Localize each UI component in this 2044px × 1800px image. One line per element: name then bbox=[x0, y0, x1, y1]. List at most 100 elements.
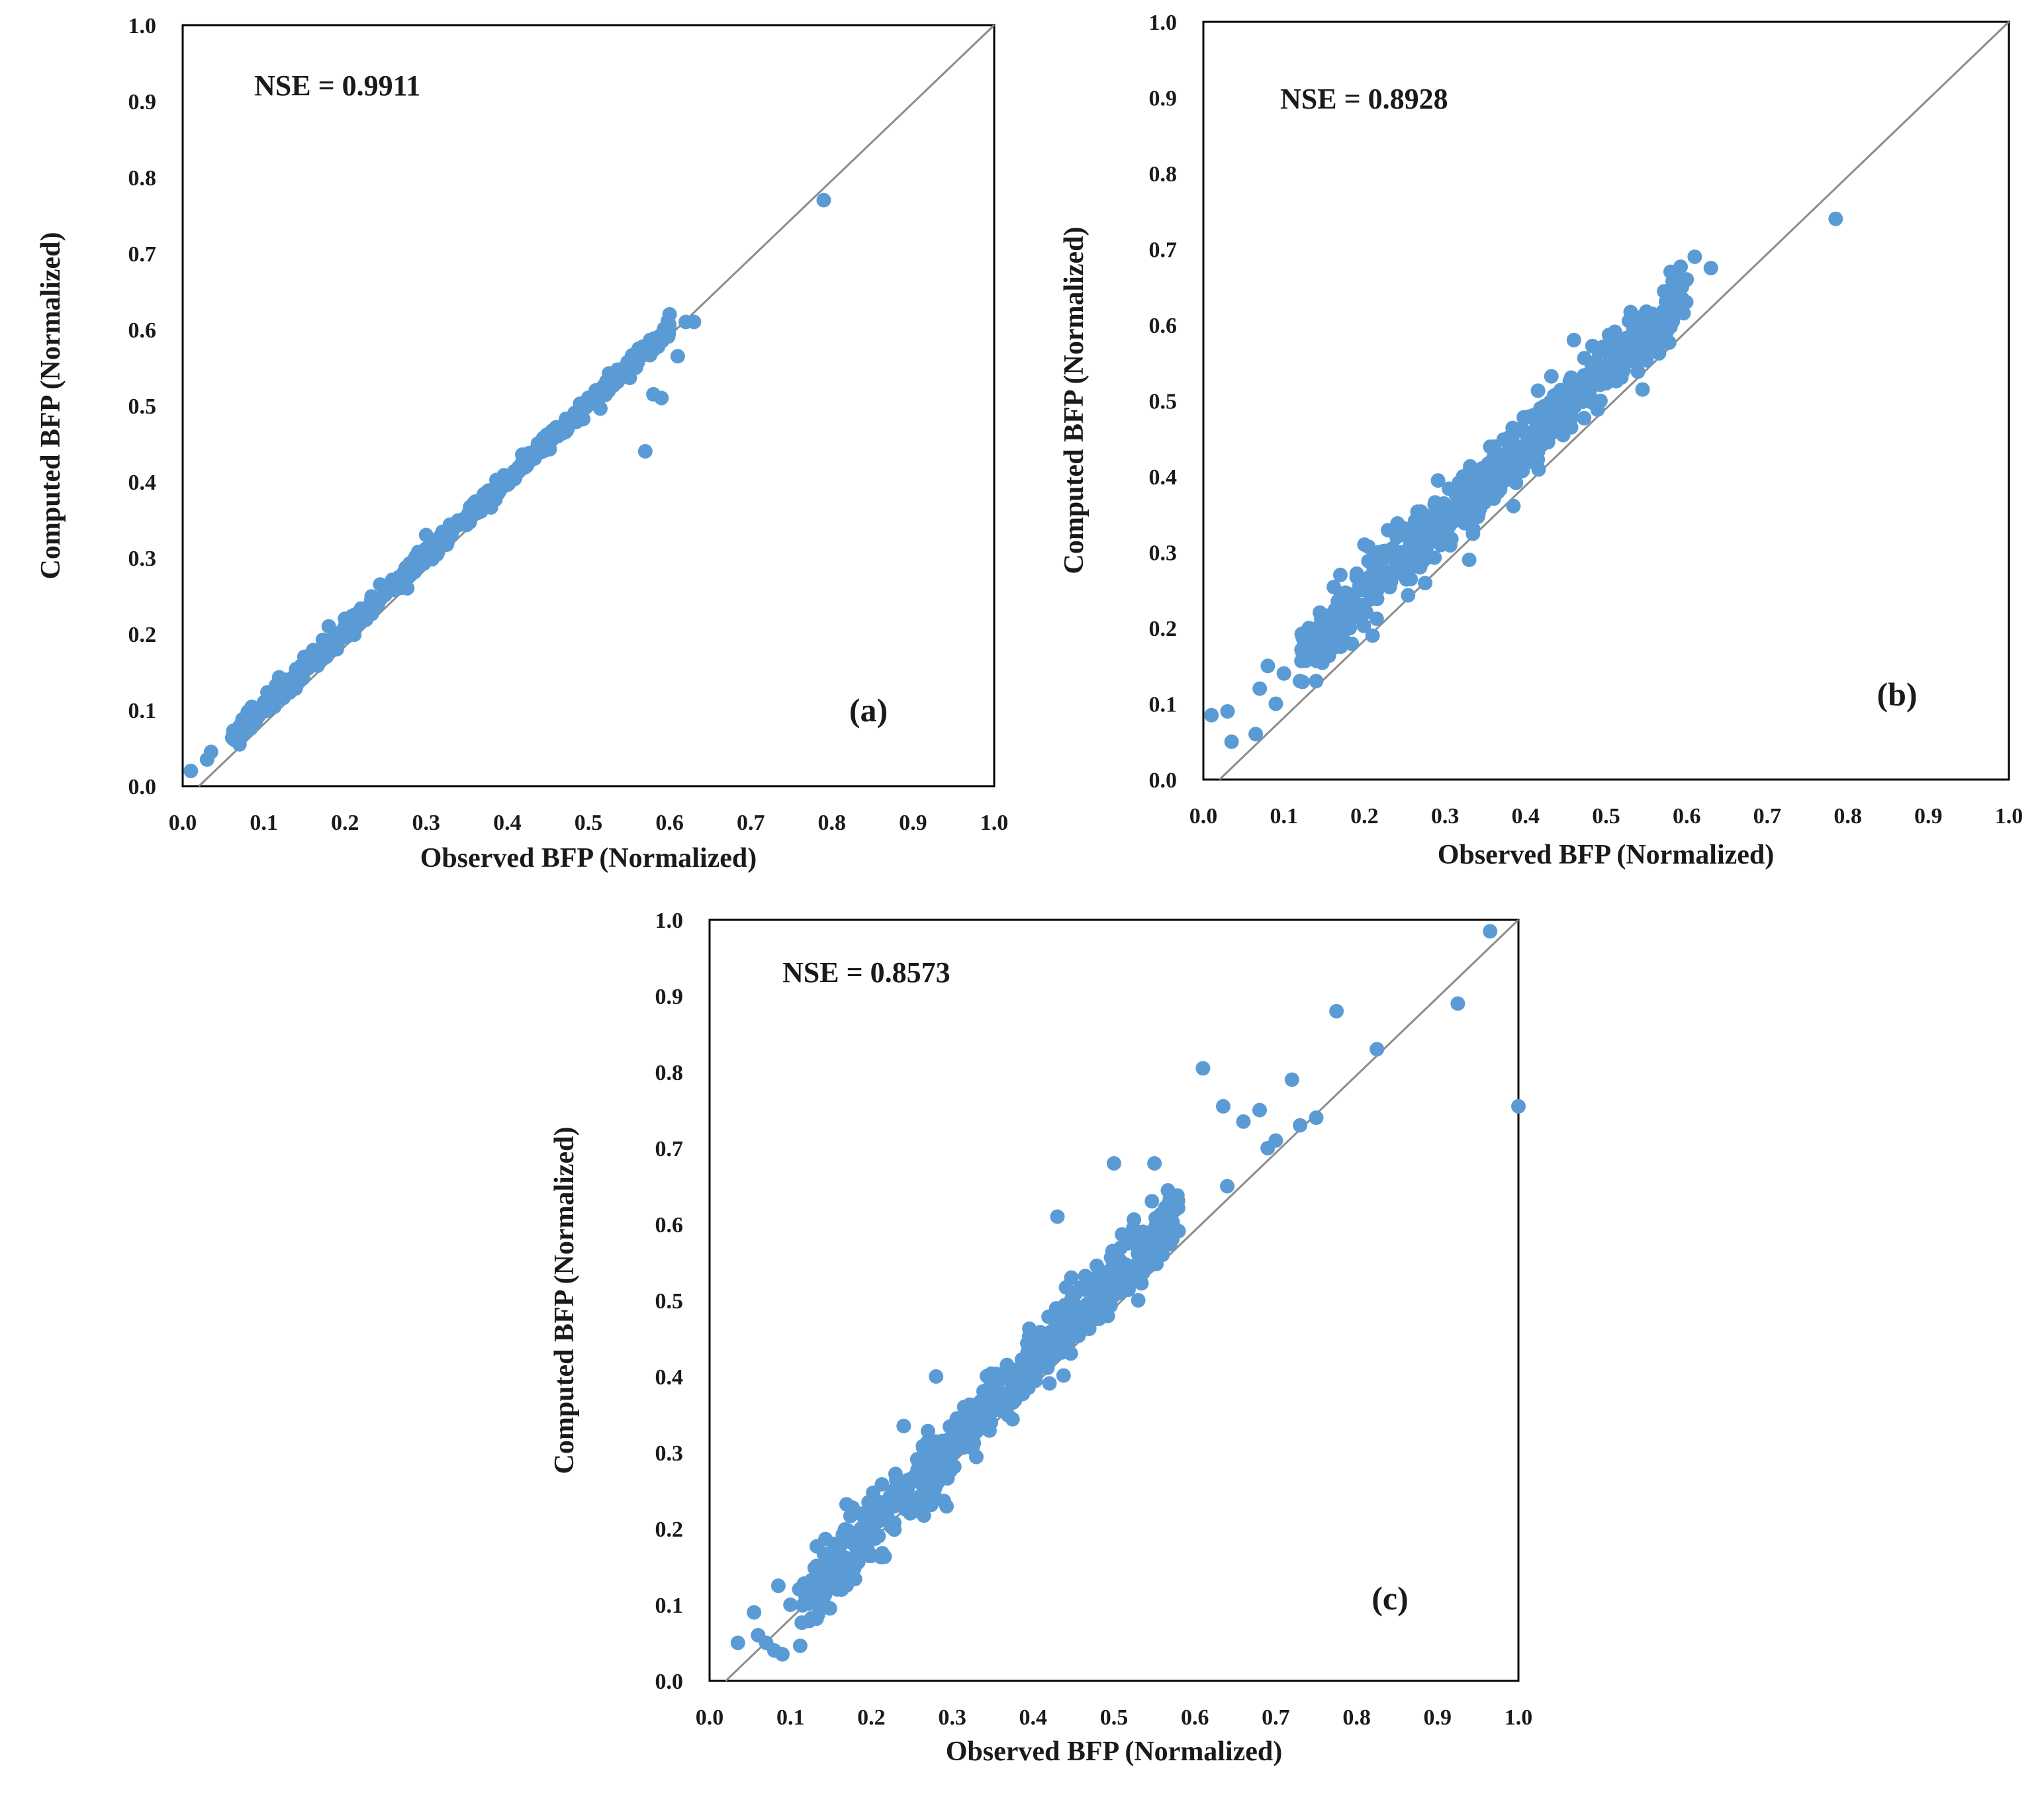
scatter-point bbox=[494, 474, 510, 489]
scatter-point bbox=[929, 1369, 944, 1384]
scatter-point bbox=[338, 611, 353, 626]
x-tick-label: 0.6 bbox=[1181, 1705, 1209, 1730]
chart-panel-0: 0.0 0.1 0.2 0.3 0.4 0.5 0.6 0.7 0.8 0.9 1.0 0.0 0.1 0… bbox=[36, 14, 1008, 874]
scatter-point bbox=[1022, 1321, 1037, 1336]
x-tick-label: 0.2 bbox=[857, 1705, 886, 1730]
scatter-point bbox=[1703, 261, 1718, 276]
scatter-point bbox=[953, 1425, 968, 1440]
scatter-point bbox=[328, 631, 343, 646]
chart-panel-2: 0.0 0.1 0.2 0.3 0.4 0.5 0.6 0.7 0.8 0.9 1.0 0.0 0.1 0… bbox=[549, 909, 1532, 1767]
scatter-point bbox=[980, 1369, 994, 1384]
x-tick-label: 0.4 bbox=[1512, 804, 1540, 829]
scatter-point bbox=[1293, 1118, 1308, 1133]
scatter-point bbox=[305, 657, 320, 672]
y-tick-label: 1.0 bbox=[655, 909, 684, 933]
scatter-point bbox=[884, 1519, 899, 1534]
scatter-point bbox=[1056, 1368, 1071, 1383]
x-tick-label: 1.0 bbox=[980, 811, 1009, 835]
scatter-point bbox=[1436, 523, 1452, 538]
scatter-point bbox=[1465, 526, 1481, 541]
scatter-point bbox=[1663, 264, 1678, 279]
one-to-one-line bbox=[1219, 21, 2010, 781]
y-tick-label: 0.5 bbox=[655, 1289, 684, 1314]
y-tick-label: 0.3 bbox=[128, 547, 157, 571]
scatter-point bbox=[1376, 543, 1391, 559]
scatter-point bbox=[1590, 402, 1605, 417]
y-tick-label: 0.6 bbox=[655, 1213, 684, 1238]
scatter-point bbox=[864, 1529, 879, 1545]
scatter-point bbox=[1418, 576, 1433, 590]
scatter-point bbox=[1150, 1210, 1166, 1226]
scatter-point bbox=[1413, 504, 1428, 519]
scatter-point bbox=[1636, 323, 1651, 338]
x-tick-label: 0.5 bbox=[575, 811, 603, 835]
scatter-point bbox=[869, 1497, 884, 1512]
scatter-point bbox=[1260, 658, 1276, 674]
scatter-point bbox=[1389, 529, 1405, 545]
x-tick-label: 0.9 bbox=[899, 811, 927, 835]
scatter-point bbox=[1268, 1133, 1283, 1148]
y-tick-label: 1.0 bbox=[1149, 11, 1178, 35]
scatter-point bbox=[1204, 707, 1219, 723]
x-tick-label: 0.7 bbox=[1753, 804, 1782, 829]
scatter-point bbox=[810, 1579, 825, 1594]
scatter-point bbox=[183, 764, 199, 778]
y-tick-label: 0.2 bbox=[1149, 617, 1178, 641]
scatter-point bbox=[321, 619, 336, 634]
scatter-point bbox=[401, 570, 416, 584]
scatter-point bbox=[866, 1518, 882, 1533]
scatter-point bbox=[1070, 1306, 1085, 1322]
scatter-point bbox=[931, 1466, 947, 1481]
scatter-point bbox=[1105, 1265, 1119, 1281]
scatter-point bbox=[1354, 582, 1370, 598]
scatter-point bbox=[1401, 588, 1416, 603]
y-axis-title: Computed BFP (Normalized) bbox=[549, 1127, 580, 1474]
x-tick-label: 0.2 bbox=[331, 811, 359, 835]
scatter-point bbox=[1298, 653, 1313, 668]
scatter-point bbox=[1050, 1209, 1065, 1224]
scatter-point bbox=[670, 349, 685, 364]
panel-label: (a) bbox=[849, 692, 888, 729]
scatter-point bbox=[637, 444, 653, 459]
scatter-point bbox=[434, 533, 449, 548]
x-tick-label: 0.6 bbox=[655, 811, 684, 835]
y-tick-label: 0.5 bbox=[1149, 390, 1178, 414]
scatter-point bbox=[1364, 592, 1379, 607]
y-tick-label: 0.3 bbox=[1149, 541, 1178, 566]
scatter-point bbox=[1330, 625, 1345, 640]
scatter-point bbox=[1092, 1267, 1106, 1282]
y-tick-label: 0.6 bbox=[1149, 314, 1178, 338]
scatter-point bbox=[1005, 1412, 1020, 1427]
scatter-point bbox=[1387, 563, 1402, 578]
scatter-point bbox=[730, 1635, 745, 1650]
scatter-point bbox=[1619, 330, 1634, 345]
scatter-point bbox=[1295, 627, 1311, 643]
scatter-point bbox=[1003, 1388, 1019, 1404]
scatter-point bbox=[1268, 696, 1283, 711]
scatter-point bbox=[1644, 309, 1659, 324]
scatter-point bbox=[833, 1546, 847, 1561]
scatter-point bbox=[1430, 473, 1446, 488]
scatter-point bbox=[1451, 500, 1465, 516]
scatter-series bbox=[1204, 211, 1843, 749]
scatter-point bbox=[1064, 1291, 1080, 1306]
scatter-point bbox=[907, 1501, 923, 1516]
scatter-point bbox=[1276, 666, 1291, 681]
chart-panel-1: 0.0 0.1 0.2 0.3 0.4 0.5 0.6 0.7 0.8 0.9 1.0 0.0 0.1 0… bbox=[1059, 11, 2023, 870]
y-tick-label: 0.9 bbox=[1149, 87, 1178, 111]
scatter-point bbox=[935, 1455, 950, 1470]
scatter-point bbox=[248, 714, 263, 729]
scatter-point bbox=[1633, 341, 1648, 356]
scatter-point bbox=[1530, 383, 1546, 398]
scatter-point bbox=[329, 642, 344, 656]
y-tick-label: 0.8 bbox=[655, 1061, 684, 1085]
scatter-point bbox=[662, 307, 677, 322]
scatter-point bbox=[874, 1550, 889, 1564]
scatter-point bbox=[1549, 386, 1564, 402]
scatter-point bbox=[1483, 924, 1498, 939]
scatter-point bbox=[1147, 1156, 1162, 1171]
scatter-point bbox=[775, 1646, 790, 1662]
scatter-point bbox=[1130, 1256, 1145, 1271]
scatter-point bbox=[999, 1363, 1015, 1378]
scatter-point bbox=[1127, 1232, 1142, 1247]
